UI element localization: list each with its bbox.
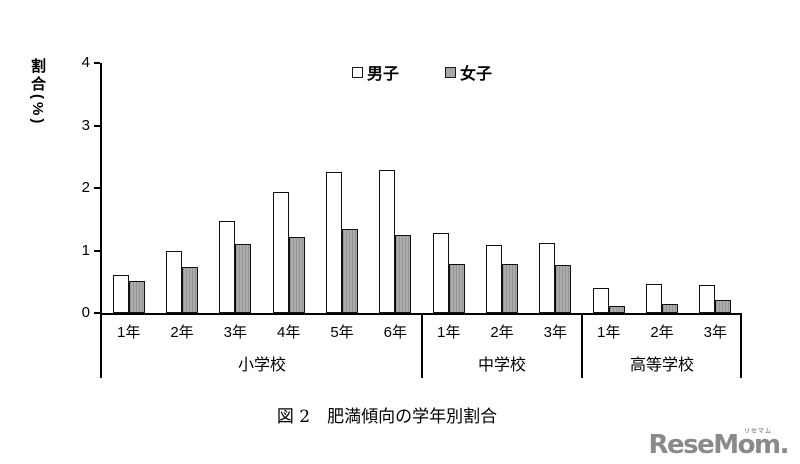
legend-label-girls: 女子	[460, 66, 493, 83]
section-divider	[740, 313, 742, 378]
y-tick	[94, 124, 100, 127]
bar-girls	[502, 264, 518, 313]
x-tick-label: 3年	[223, 324, 247, 341]
section-divider	[581, 313, 583, 378]
y-tick-label: 1	[81, 241, 90, 259]
bar-boys	[646, 284, 662, 313]
resemom-logo: リセマム ReseMom.	[648, 429, 790, 460]
bar-boys	[326, 172, 342, 313]
y-tick-label: 4	[81, 54, 90, 71]
bar-boys	[539, 243, 556, 313]
bar-boys	[379, 170, 396, 313]
legend-label-boys: 男子	[367, 66, 400, 83]
y-axis	[100, 63, 102, 378]
y-tick-label: 0	[81, 304, 90, 321]
section-label: 中学校	[477, 357, 526, 374]
legend-item-girls: 女子	[445, 60, 492, 84]
logo-ruby-text: リセマム	[743, 429, 772, 435]
x-tick-label: 6年	[383, 324, 407, 341]
girls-swatch-icon	[445, 66, 457, 78]
y-axis-label: 割合(%)	[29, 58, 46, 127]
y-tick	[94, 249, 100, 252]
y-tick	[94, 312, 100, 314]
bar-boys	[219, 221, 236, 313]
bar-girls	[288, 237, 305, 313]
x-tick-label: 1年	[436, 324, 461, 341]
bar-boys	[699, 285, 716, 313]
legend: 男子 女子	[352, 60, 492, 84]
x-tick-label: 3年	[543, 324, 567, 341]
x-tick-label: 2年	[650, 324, 674, 341]
plot-area: 0 1 2 3 4 1年 2年 3年 4年 5年 6年 1年 2年 3年 1年 2年 3年小学校 中学校 高等学校	[82, 54, 742, 378]
y-tick-label: 2	[81, 179, 90, 196]
logo-text: ReseMom.	[648, 430, 790, 460]
y-tick	[94, 187, 100, 189]
bar-girls	[235, 244, 252, 313]
x-tick-label: 5年	[330, 324, 354, 341]
bar-girls	[182, 267, 198, 313]
boys-swatch-icon	[352, 66, 363, 78]
section-label: 高等学校	[629, 357, 694, 374]
bar-girls	[555, 265, 572, 313]
legend-item-boys: 男子	[352, 60, 399, 84]
x-tick-label: 2年	[490, 324, 514, 341]
bar-girls	[395, 235, 412, 313]
bar-boys	[166, 251, 182, 313]
bar-boys	[112, 275, 129, 313]
x-tick-label: 4年	[276, 324, 301, 341]
bar-girls	[715, 300, 732, 313]
x-tick-label: 2年	[170, 324, 194, 341]
x-tick-label: 3年	[703, 324, 727, 341]
bar-boys	[432, 233, 449, 313]
y-tick	[94, 62, 100, 64]
bar-girls	[128, 281, 145, 313]
bar-girls	[342, 229, 358, 313]
section-label: 小学校	[237, 357, 286, 374]
bar-boys	[486, 245, 502, 313]
section-divider	[421, 313, 423, 378]
bar-girls	[608, 306, 625, 313]
bar-girls	[448, 264, 465, 313]
bar-girls	[662, 304, 678, 313]
x-tick-label: 1年	[596, 324, 621, 341]
bar-boys	[272, 192, 289, 313]
y-tick-label: 3	[81, 116, 90, 134]
figure-caption: 図 2 肥満傾向の学年別割合	[276, 407, 498, 427]
bar-boys	[592, 288, 609, 313]
x-tick-label: 1年	[116, 324, 141, 341]
